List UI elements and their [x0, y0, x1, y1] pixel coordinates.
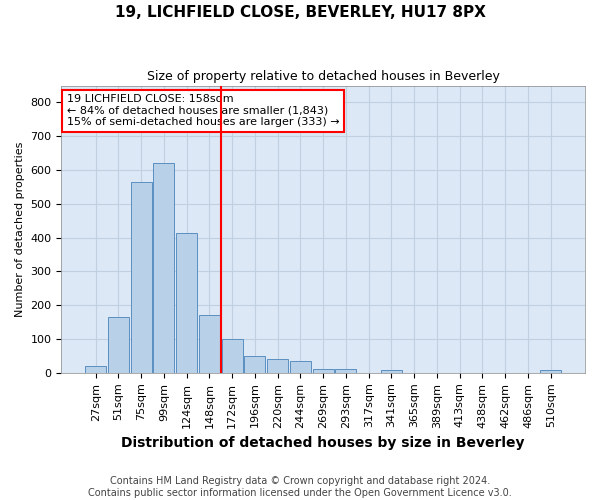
Bar [381, 370, 402, 373]
Text: 19 LICHFIELD CLOSE: 158sqm
← 84% of detached houses are smaller (1,843)
15% of s: 19 LICHFIELD CLOSE: 158sqm ← 84% of deta… [67, 94, 339, 128]
Bar [335, 370, 356, 373]
Text: Contains HM Land Registry data © Crown copyright and database right 2024.
Contai: Contains HM Land Registry data © Crown c… [88, 476, 512, 498]
Bar [244, 356, 265, 373]
Bar [540, 370, 561, 373]
Bar [290, 361, 311, 373]
Bar [131, 182, 152, 373]
Bar [108, 317, 129, 373]
Bar [267, 360, 288, 373]
X-axis label: Distribution of detached houses by size in Beverley: Distribution of detached houses by size … [121, 436, 525, 450]
Bar [85, 366, 106, 373]
Bar [313, 369, 334, 373]
Y-axis label: Number of detached properties: Number of detached properties [15, 142, 25, 317]
Bar [222, 339, 242, 373]
Title: Size of property relative to detached houses in Beverley: Size of property relative to detached ho… [147, 70, 500, 83]
Bar [176, 233, 197, 373]
Bar [199, 316, 220, 373]
Text: 19, LICHFIELD CLOSE, BEVERLEY, HU17 8PX: 19, LICHFIELD CLOSE, BEVERLEY, HU17 8PX [115, 5, 485, 20]
Bar [154, 164, 175, 373]
